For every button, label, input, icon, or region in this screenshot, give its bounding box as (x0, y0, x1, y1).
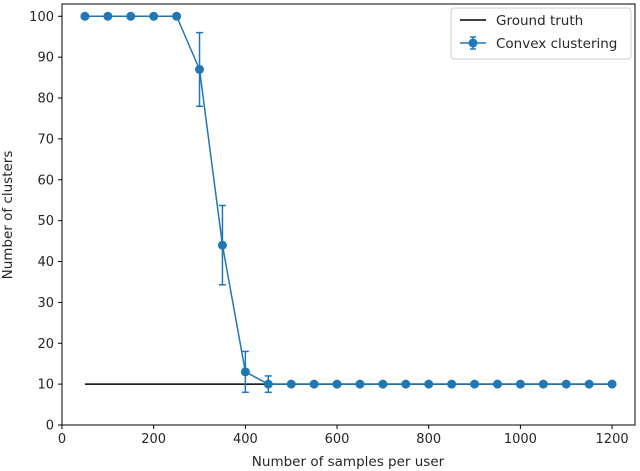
y-tick-label: 50 (37, 214, 54, 229)
series-layer (80, 11, 617, 394)
legend-convex-clustering-label: Convex clustering (496, 36, 617, 52)
x-tick-label: 400 (233, 432, 258, 447)
axes-layer: 0 200 400 600 800 1000 1200 0 10 20 30 40 50 60 70 80 90… (29, 10, 628, 447)
convex-clustering-point (470, 379, 480, 389)
convex-clustering-point (309, 379, 319, 389)
convex-clustering-point (584, 379, 594, 389)
y-tick-label: 70 (37, 132, 54, 147)
convex-clustering-point (332, 379, 342, 389)
convex-clustering-point (515, 379, 525, 389)
x-tick-label: 800 (416, 432, 441, 447)
y-tick-label: 90 (37, 51, 54, 66)
convex-clustering-point (263, 379, 273, 389)
x-tick-label: 0 (58, 432, 66, 447)
convex-clustering-point (492, 379, 502, 389)
plot-area (62, 4, 635, 425)
convex-clustering-point (378, 379, 388, 389)
convex-clustering-point (607, 379, 617, 389)
convex-clustering-point (172, 11, 182, 21)
convex-clustering-point (424, 379, 434, 389)
y-axis-label: Number of clusters (0, 151, 16, 280)
y-tick-label: 80 (37, 92, 54, 107)
y-tick-label: 10 (37, 378, 54, 393)
y-tick-label: 0 (46, 419, 54, 434)
x-tick-label: 200 (141, 432, 166, 447)
legend: Ground truth Convex clustering (450, 7, 632, 60)
convex-clustering-point (538, 379, 548, 389)
convex-clustering-point (217, 240, 227, 250)
convex-clustering-point (103, 11, 113, 21)
x-tick-label: 1000 (504, 432, 537, 447)
x-tick-label: 600 (325, 432, 350, 447)
legend-box (450, 7, 632, 60)
y-tick-label: 40 (37, 255, 54, 270)
y-tick-label: 20 (37, 337, 54, 352)
convex-clustering-point (355, 379, 365, 389)
convex-clustering-point (401, 379, 411, 389)
convex-clustering-point (447, 379, 457, 389)
convex-clustering-point (80, 11, 90, 21)
x-tick-label: 1200 (596, 432, 629, 447)
y-tick-label: 100 (29, 10, 54, 25)
y-tick-label: 30 (37, 296, 54, 311)
convex-clustering-point (126, 11, 136, 21)
convex-clustering-point (561, 379, 571, 389)
legend-convex-clustering-marker (468, 38, 478, 48)
legend-ground-truth-label: Ground truth (496, 13, 583, 29)
convex-clustering-point (286, 379, 296, 389)
y-tick-label: 60 (37, 173, 54, 188)
convex-clustering-point (240, 367, 250, 377)
x-axis-label: Number of samples per user (252, 454, 445, 470)
convex-clustering-point (195, 64, 205, 74)
plot-frame (61, 3, 636, 426)
convex-clustering-point (149, 11, 159, 21)
